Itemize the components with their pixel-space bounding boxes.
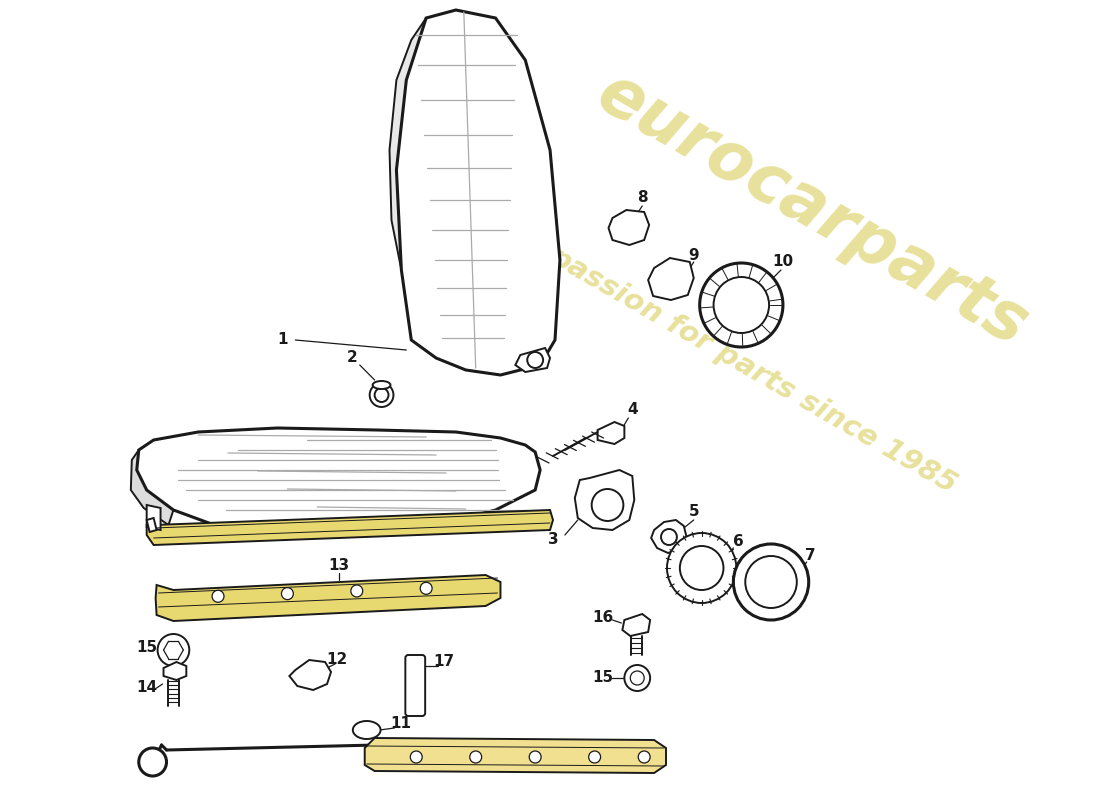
Text: 7: 7 <box>805 549 816 563</box>
Text: 14: 14 <box>136 681 157 695</box>
Polygon shape <box>648 258 694 300</box>
Text: 16: 16 <box>592 610 613 626</box>
Polygon shape <box>289 660 331 690</box>
Circle shape <box>638 751 650 763</box>
Circle shape <box>212 590 224 602</box>
Polygon shape <box>164 662 186 680</box>
Polygon shape <box>131 450 174 525</box>
Text: 4: 4 <box>627 402 638 418</box>
Polygon shape <box>365 738 666 773</box>
Text: passion for parts since 1985: passion for parts since 1985 <box>544 242 961 498</box>
Text: 6: 6 <box>733 534 744 550</box>
Text: 10: 10 <box>772 254 793 270</box>
Polygon shape <box>575 470 635 530</box>
Circle shape <box>630 671 645 685</box>
Text: 8: 8 <box>637 190 648 206</box>
Polygon shape <box>136 428 540 535</box>
Circle shape <box>157 634 189 666</box>
FancyBboxPatch shape <box>405 655 426 716</box>
Text: 15: 15 <box>136 641 157 655</box>
Circle shape <box>714 277 769 333</box>
Circle shape <box>680 546 724 590</box>
Circle shape <box>410 751 422 763</box>
Circle shape <box>370 383 394 407</box>
Polygon shape <box>623 614 650 636</box>
Circle shape <box>420 582 432 594</box>
Polygon shape <box>608 210 649 245</box>
Polygon shape <box>146 518 156 532</box>
Circle shape <box>700 263 783 347</box>
Circle shape <box>734 544 808 620</box>
Circle shape <box>375 388 388 402</box>
Polygon shape <box>389 18 426 270</box>
Polygon shape <box>146 505 161 530</box>
Text: 1: 1 <box>277 333 288 347</box>
Polygon shape <box>155 575 501 621</box>
Text: 2: 2 <box>346 350 358 366</box>
Text: 15: 15 <box>592 670 613 686</box>
Circle shape <box>529 751 541 763</box>
Ellipse shape <box>373 381 390 389</box>
Polygon shape <box>597 422 625 444</box>
Ellipse shape <box>353 721 381 739</box>
Circle shape <box>139 748 166 776</box>
Polygon shape <box>651 520 686 553</box>
Text: 13: 13 <box>329 558 350 573</box>
Text: 12: 12 <box>327 653 348 667</box>
Polygon shape <box>146 510 553 545</box>
Circle shape <box>470 751 482 763</box>
Circle shape <box>588 751 601 763</box>
Circle shape <box>667 533 736 603</box>
Circle shape <box>282 588 294 600</box>
Text: 11: 11 <box>389 717 411 731</box>
Circle shape <box>625 665 650 691</box>
Circle shape <box>746 556 796 608</box>
Polygon shape <box>396 10 560 375</box>
Circle shape <box>351 585 363 597</box>
Text: 5: 5 <box>689 505 700 519</box>
Text: eurocarparts: eurocarparts <box>586 60 1040 360</box>
Text: 3: 3 <box>548 533 559 547</box>
Polygon shape <box>516 348 550 372</box>
Text: 9: 9 <box>689 247 700 262</box>
Circle shape <box>661 529 676 545</box>
Circle shape <box>592 489 624 521</box>
Circle shape <box>527 352 543 368</box>
Text: 17: 17 <box>433 654 454 670</box>
